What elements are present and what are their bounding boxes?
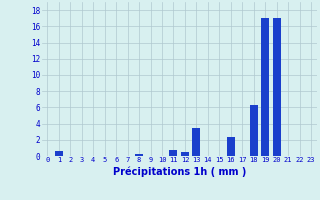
Bar	[227, 137, 235, 156]
X-axis label: Précipitations 1h ( mm ): Précipitations 1h ( mm )	[113, 166, 246, 177]
Bar	[181, 152, 189, 156]
Bar	[273, 18, 281, 156]
Bar	[170, 150, 178, 156]
Bar	[55, 151, 63, 156]
Bar	[192, 128, 200, 156]
Bar	[250, 105, 258, 156]
Bar	[135, 154, 143, 156]
Bar	[261, 18, 269, 156]
